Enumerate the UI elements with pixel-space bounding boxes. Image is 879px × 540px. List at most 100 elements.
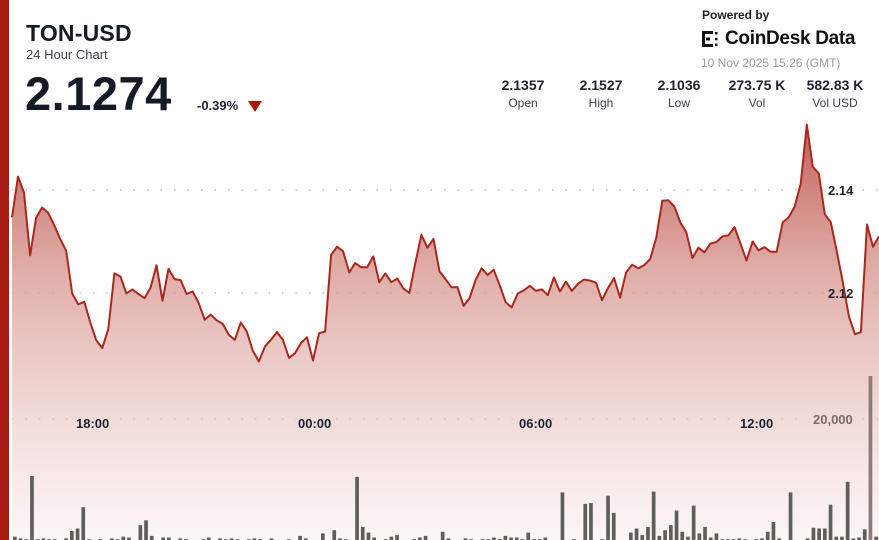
volume-bar	[811, 527, 816, 540]
axis-labels: 18:00 00:00 06:00 12:00 2.14 2.12 20,000	[76, 183, 854, 431]
volume-bar	[834, 536, 839, 540]
volume-bar	[372, 537, 376, 540]
volume-bar	[708, 537, 713, 540]
volume-bar	[514, 537, 519, 540]
volume-bar	[229, 538, 234, 540]
price-change: -0.39%	[197, 98, 239, 113]
volume-bar	[663, 530, 667, 540]
volume-bar	[121, 536, 126, 540]
volume-bar	[868, 376, 873, 540]
volume-bar	[828, 504, 833, 540]
volume-bar	[874, 536, 878, 540]
brand-name: CoinDesk Data	[725, 28, 856, 49]
volume-bar	[583, 503, 588, 540]
volume-bar	[788, 492, 793, 540]
volume-bar	[845, 481, 850, 540]
pair-title: TON-USD	[26, 20, 132, 46]
volume-bar	[252, 538, 257, 540]
volume-bar	[629, 532, 633, 540]
volume-bar	[674, 510, 679, 540]
volume-bar	[423, 535, 428, 540]
volume-bar	[440, 531, 445, 540]
volume-bars	[13, 376, 878, 540]
stat-value: 2.1527	[579, 77, 623, 93]
volume-bar	[389, 536, 394, 540]
x-tick-label: 00:00	[298, 416, 331, 431]
volume-bar	[651, 491, 656, 540]
volume-bar	[697, 533, 702, 540]
volume-bar	[691, 505, 696, 540]
stat-value: 582.83 K	[806, 77, 864, 93]
volume-bar	[127, 537, 131, 540]
stats-row: 2.1357 Open 2.1527 High 2.1036 Low 273.7…	[484, 77, 874, 110]
volume-bar	[503, 535, 508, 540]
volume-bar	[13, 536, 17, 540]
volume-bar	[338, 538, 342, 540]
volume-bar	[492, 537, 496, 540]
volume-bar	[463, 538, 468, 540]
volume-bar	[360, 526, 365, 540]
volume-bar	[646, 526, 650, 540]
powered-by-label: Powered by	[702, 8, 770, 22]
volume-bar	[144, 520, 148, 540]
volume-bar	[70, 531, 74, 540]
x-tick-label: 18:00	[76, 416, 109, 431]
volume-bar	[862, 529, 867, 540]
coindesk-logo-icon	[702, 31, 718, 47]
volume-bar	[611, 512, 616, 540]
volume-bar	[817, 528, 821, 540]
volume-bar	[355, 476, 359, 540]
volume-bar	[64, 538, 68, 540]
volume-bar	[178, 538, 183, 540]
volume-bar	[823, 528, 827, 540]
volume-bar	[657, 535, 662, 540]
volume-bar	[857, 537, 861, 540]
volume-bar	[395, 535, 399, 540]
current-price: 2.1274	[25, 67, 172, 120]
price-area	[12, 124, 879, 540]
volume-bar	[714, 533, 719, 540]
volume-bar	[686, 536, 690, 540]
volume-bar	[418, 537, 422, 540]
volume-bar	[560, 492, 565, 540]
volume-bar	[805, 538, 810, 540]
volume-bar	[589, 503, 593, 540]
stat-label: Vol USD	[812, 96, 858, 110]
stat-high: 2.1527 High	[562, 77, 640, 110]
volume-bar	[446, 538, 451, 540]
volume-bar	[81, 507, 86, 540]
price-line	[11, 123, 879, 363]
volume-bar	[332, 530, 337, 540]
chart-subtitle: 24 Hour Chart	[26, 47, 108, 62]
volume-bar	[206, 537, 211, 540]
stat-label: Low	[667, 96, 690, 110]
volume-bar	[321, 533, 325, 540]
stat-low: 2.1036 Low	[640, 77, 718, 110]
volume-bar	[298, 535, 302, 540]
volume-bar	[110, 538, 114, 540]
y-tick-label: 2.12	[828, 286, 853, 301]
volume-bar	[269, 538, 274, 540]
stat-vol: 273.75 K Vol	[718, 77, 796, 110]
volume-bar	[526, 532, 531, 540]
y-tick-label: 2.14	[828, 183, 854, 198]
volume-bar	[669, 525, 673, 540]
down-arrow-icon	[248, 101, 262, 112]
volume-bar	[218, 538, 222, 540]
x-tick-label: 06:00	[519, 416, 552, 431]
volume-bar	[18, 538, 23, 540]
volume-bar	[760, 538, 764, 540]
accent-bar	[0, 0, 9, 540]
stat-value: 2.1036	[657, 77, 701, 93]
volume-bar	[75, 528, 80, 540]
volume-bar	[640, 535, 645, 540]
stat-label: Open	[508, 96, 538, 110]
stat-vol-usd: 582.83 K Vol USD	[796, 77, 874, 110]
volume-bar	[543, 537, 548, 540]
volume-bar	[30, 476, 34, 540]
stat-open: 2.1357 Open	[484, 77, 562, 110]
timestamp: 10 Nov 2025 15:26 (GMT)	[701, 56, 841, 70]
stat-label: High	[588, 96, 614, 110]
volume-bar	[680, 531, 685, 540]
